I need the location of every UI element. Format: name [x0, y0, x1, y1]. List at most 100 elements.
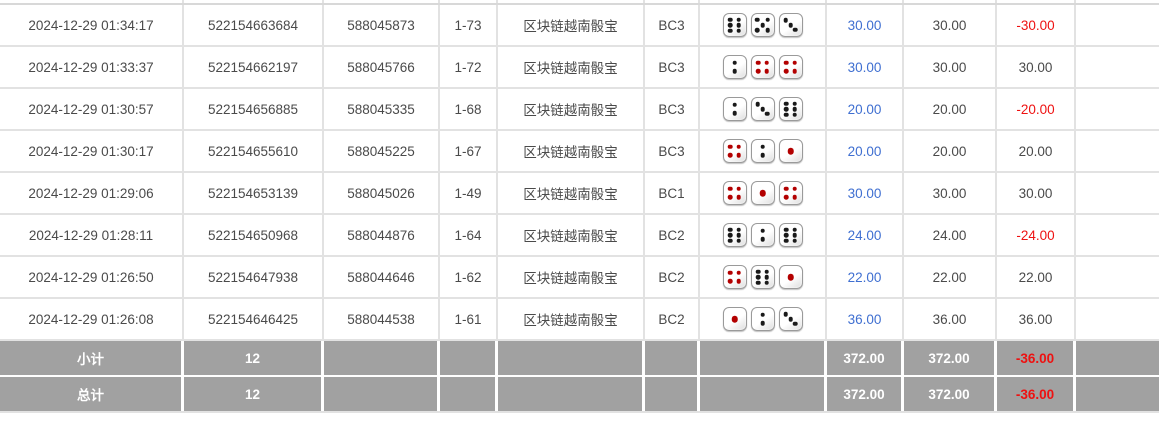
cell-valid-amount: 36.00	[904, 299, 997, 339]
die-6-icon	[778, 97, 803, 121]
cell-period: 1-72	[440, 47, 498, 87]
table-row: 2024-12-29 01:30:17 522154655610 5880452…	[0, 131, 1159, 173]
dice-group	[722, 13, 803, 37]
table-summary: 小计 12 372.00 372.00 -36.00 总计 12 372.00 …	[0, 341, 1159, 413]
table-row: 2024-12-29 01:29:06 522154653139 5880450…	[0, 173, 1159, 215]
cell-period: 1-73	[440, 5, 498, 45]
cell-period: 1-62	[440, 257, 498, 297]
table-row: 2024-12-29 01:30:57 522154656885 5880453…	[0, 89, 1159, 131]
cell-bet-amount: 20.00	[827, 131, 904, 171]
cell-dice-result	[700, 131, 827, 171]
summary-label: 小计	[0, 341, 184, 375]
summary-win-loss: -36.00	[997, 377, 1076, 411]
cell-period: 1-49	[440, 173, 498, 213]
cell-win-loss: 22.00	[997, 257, 1076, 297]
cell-win-loss: 30.00	[997, 173, 1076, 213]
cell-valid-amount: 22.00	[904, 257, 997, 297]
summary-valid-amount: 372.00	[904, 377, 997, 411]
cell-valid-amount: 20.00	[904, 89, 997, 129]
cell-valid-amount: 30.00	[904, 5, 997, 45]
table-row: 2024-12-29 01:26:08 522154646425 5880445…	[0, 299, 1159, 341]
die-1-icon	[722, 307, 747, 331]
die-3-icon	[778, 307, 803, 331]
cell-round-id: 588045335	[324, 89, 440, 129]
cell-dice-result	[700, 173, 827, 213]
die-1-icon	[778, 265, 803, 289]
cell-bet-amount: 24.00	[827, 215, 904, 255]
cell-order-id: 522154663684	[184, 5, 324, 45]
table-row: 2024-12-29 01:28:11 522154650968 5880448…	[0, 215, 1159, 257]
cell-bet-type: BC1	[645, 173, 700, 213]
cell-order-id: 522154655610	[184, 131, 324, 171]
cell-dice-result	[700, 215, 827, 255]
cell-game-name: 区块链越南骰宝	[498, 257, 645, 297]
cell-round-id: 588044876	[324, 215, 440, 255]
cell-game-name: 区块链越南骰宝	[498, 5, 645, 45]
cell-period: 1-61	[440, 299, 498, 339]
dice-group	[722, 307, 803, 331]
cell-bet-amount: 22.00	[827, 257, 904, 297]
summary-count: 12	[184, 341, 324, 375]
cell-win-loss: 30.00	[997, 47, 1076, 87]
cell-win-loss: 36.00	[997, 299, 1076, 339]
die-4-icon	[778, 55, 803, 79]
cell-win-loss: -24.00	[997, 215, 1076, 255]
cell-game-name: 区块链越南骰宝	[498, 131, 645, 171]
cell-game-name: 区块链越南骰宝	[498, 173, 645, 213]
die-2-icon	[750, 223, 775, 247]
cell-bet-type: BC3	[645, 47, 700, 87]
cell-time: 2024-12-29 01:26:50	[0, 257, 184, 297]
cell-bet-type: BC2	[645, 299, 700, 339]
dice-group	[722, 223, 803, 247]
partial-row-top	[0, 0, 1159, 5]
die-1-icon	[778, 139, 803, 163]
cell-dice-result	[700, 47, 827, 87]
cell-win-loss: 20.00	[997, 131, 1076, 171]
die-4-icon	[750, 55, 775, 79]
die-4-icon	[722, 139, 747, 163]
cell-valid-amount: 24.00	[904, 215, 997, 255]
cell-bet-amount: 36.00	[827, 299, 904, 339]
summary-win-loss: -36.00	[997, 341, 1076, 375]
cell-time: 2024-12-29 01:28:11	[0, 215, 184, 255]
cell-time: 2024-12-29 01:33:37	[0, 47, 184, 87]
cell-empty	[1076, 131, 1159, 171]
cell-round-id: 588045766	[324, 47, 440, 87]
cell-empty	[1076, 257, 1159, 297]
cell-valid-amount: 30.00	[904, 47, 997, 87]
table-row: 2024-12-29 01:26:50 522154647938 5880446…	[0, 257, 1159, 299]
summary-label: 总计	[0, 377, 184, 411]
cell-round-id: 588045026	[324, 173, 440, 213]
cell-game-name: 区块链越南骰宝	[498, 47, 645, 87]
cell-period: 1-64	[440, 215, 498, 255]
table-body: 2024-12-29 01:34:17 522154663684 5880458…	[0, 5, 1159, 341]
dice-group	[722, 139, 803, 163]
dice-group	[722, 181, 803, 205]
cell-bet-amount: 30.00	[827, 5, 904, 45]
cell-bet-type: BC3	[645, 5, 700, 45]
summary-valid-amount: 372.00	[904, 341, 997, 375]
die-2-icon	[750, 139, 775, 163]
table-row: 2024-12-29 01:33:37 522154662197 5880457…	[0, 47, 1159, 89]
cell-bet-type: BC3	[645, 131, 700, 171]
cell-dice-result	[700, 257, 827, 297]
cell-bet-amount: 30.00	[827, 173, 904, 213]
die-1-icon	[750, 181, 775, 205]
dice-group	[722, 97, 803, 121]
cell-order-id: 522154653139	[184, 173, 324, 213]
dice-group	[722, 265, 803, 289]
cell-dice-result	[700, 5, 827, 45]
cell-empty	[1076, 215, 1159, 255]
cell-order-id: 522154662197	[184, 47, 324, 87]
cell-round-id: 588045225	[324, 131, 440, 171]
die-4-icon	[722, 265, 747, 289]
die-2-icon	[750, 307, 775, 331]
bottom-filler	[0, 413, 1159, 430]
die-2-icon	[722, 55, 747, 79]
dice-group	[722, 55, 803, 79]
cell-period: 1-67	[440, 131, 498, 171]
die-3-icon	[778, 13, 803, 37]
cell-bet-amount: 30.00	[827, 47, 904, 87]
cell-dice-result	[700, 89, 827, 129]
